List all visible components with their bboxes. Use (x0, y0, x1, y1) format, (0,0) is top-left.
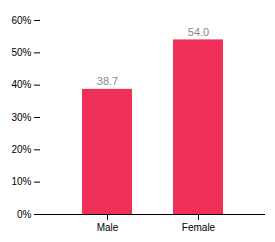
svg-text:38.7: 38.7 (97, 75, 118, 87)
svg-text:Female: Female (182, 222, 216, 233)
svg-text:10%: 10% (11, 176, 31, 187)
svg-text:54.0: 54.0 (188, 26, 209, 38)
svg-text:30%: 30% (11, 112, 31, 123)
svg-text:50%: 50% (11, 47, 31, 58)
svg-text:0%: 0% (17, 209, 32, 220)
svg-text:40%: 40% (11, 79, 31, 90)
svg-text:Male: Male (97, 222, 119, 233)
svg-text:20%: 20% (11, 144, 31, 155)
svg-text:60%: 60% (11, 15, 31, 26)
